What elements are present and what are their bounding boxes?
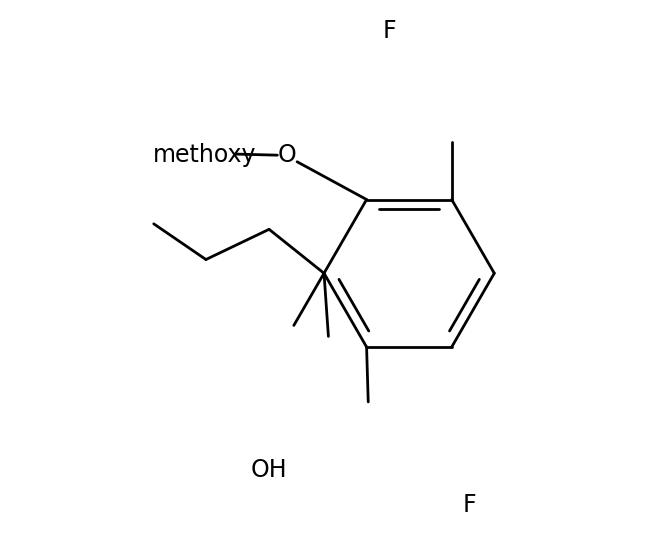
Text: OH: OH bbox=[251, 458, 287, 482]
Text: F: F bbox=[383, 19, 397, 43]
Text: O: O bbox=[278, 143, 297, 167]
Text: methoxy: methoxy bbox=[153, 143, 256, 167]
Text: F: F bbox=[463, 493, 476, 517]
